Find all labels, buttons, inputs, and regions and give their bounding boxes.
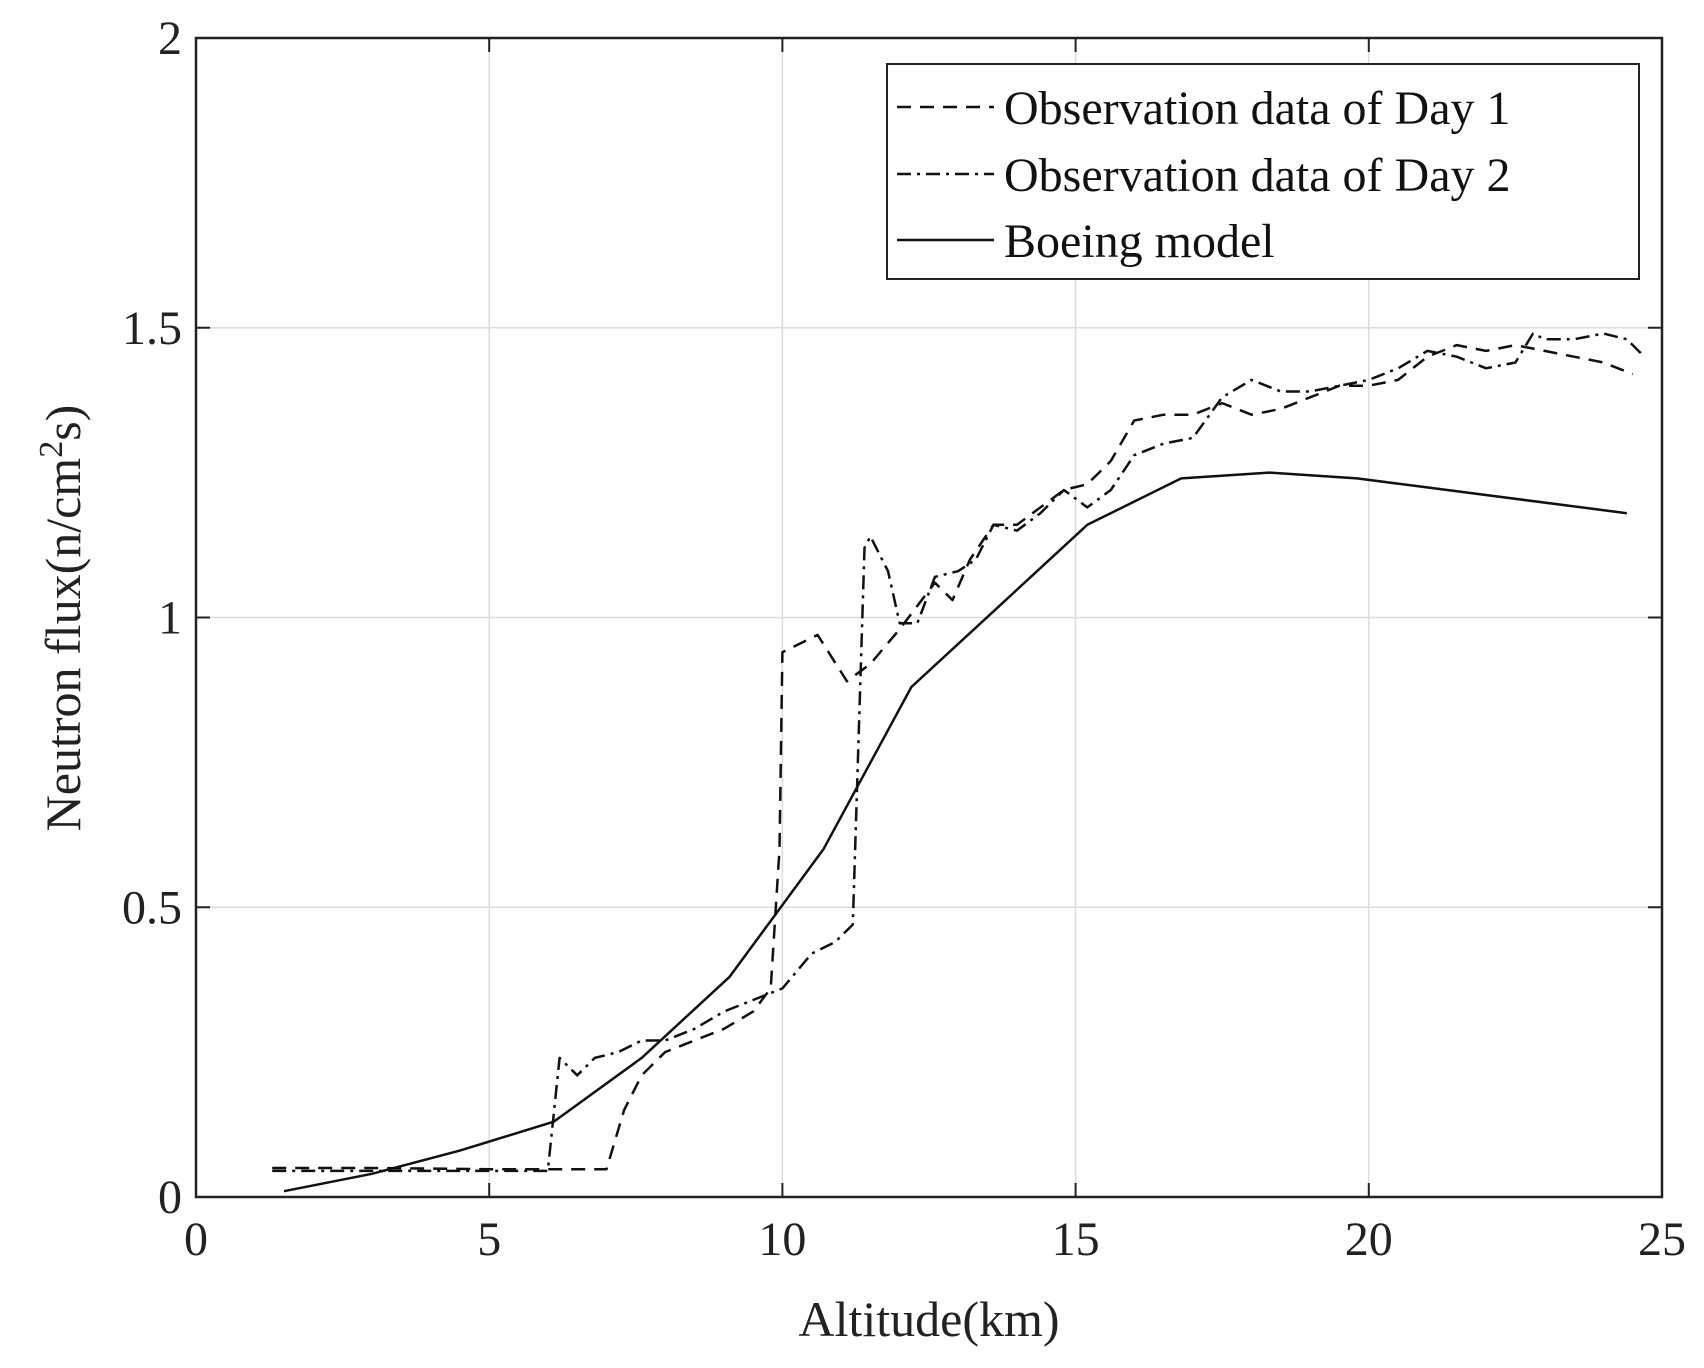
series-boeing-line	[283, 471, 1627, 1193]
series-group	[272, 332, 1646, 1193]
legend-box	[886, 63, 1640, 280]
legend-label-day2: Observation data of Day 2	[1004, 149, 1511, 202]
y-tick-label: 2	[158, 12, 182, 65]
series-day1-line	[272, 343, 1634, 1171]
y-tick-label: 0.5	[122, 881, 182, 934]
legend: Observation data of Day 1 Observation da…	[886, 63, 1640, 280]
x-tick-label: 0	[184, 1213, 208, 1266]
ticks: 0 5 10 15 20 25 0 0.5 1 1.5 2	[122, 12, 1686, 1266]
y-axis-title-main: Neutron flux(n/cm	[35, 458, 91, 832]
x-tick-label: 10	[758, 1213, 806, 1266]
y-tick-label: 1.5	[122, 302, 182, 355]
y-tick-label: 1	[158, 592, 182, 645]
y-axis-title: Neutron flux(n/cm2s)	[33, 405, 91, 832]
x-tick-label: 15	[1052, 1213, 1100, 1266]
y-axis-title-tail: s)	[35, 405, 91, 441]
y-axis-title-sup: 2	[33, 441, 70, 458]
legend-label-boeing: Boeing model	[1004, 215, 1275, 268]
x-tick-label: 5	[477, 1213, 501, 1266]
x-tick-label: 25	[1638, 1213, 1686, 1266]
series-day2-line	[272, 332, 1646, 1173]
y-tick-label: 0	[158, 1171, 182, 1224]
x-axis-title: Altitude(km)	[798, 1291, 1059, 1347]
x-tick-label: 20	[1345, 1213, 1393, 1266]
legend-label-day1: Observation data of Day 1	[1004, 82, 1511, 135]
